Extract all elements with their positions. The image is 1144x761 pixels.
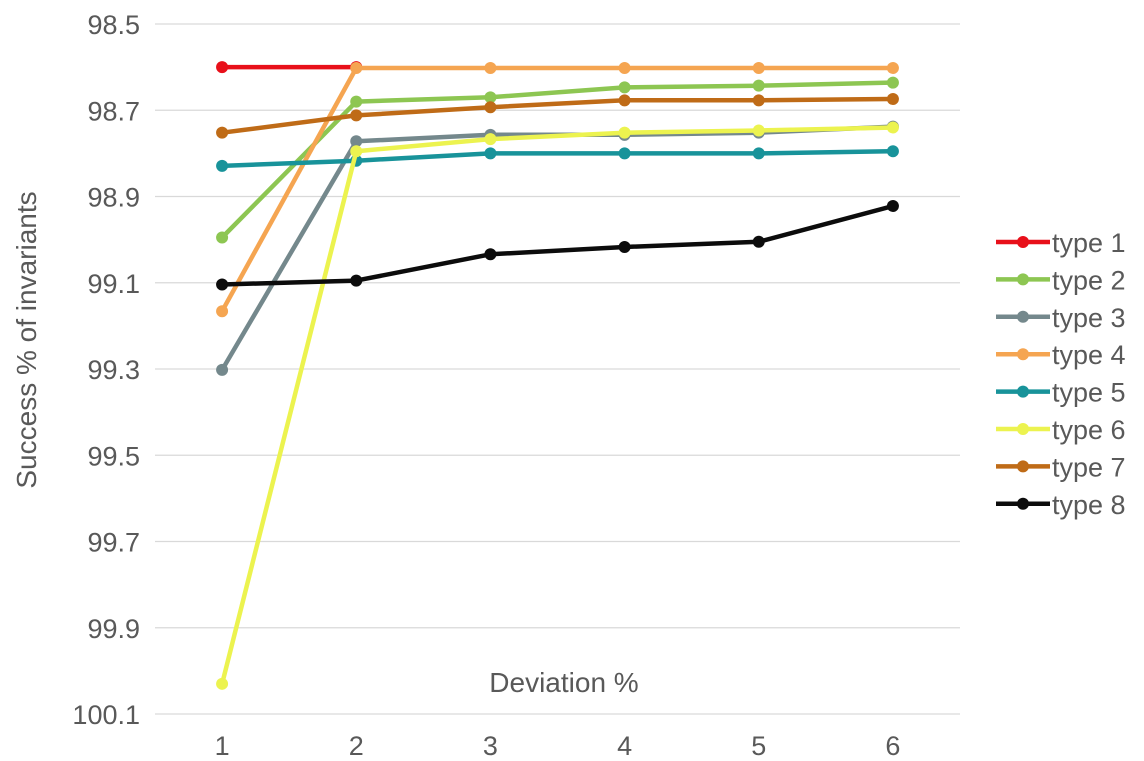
legend-item-type-2: type 2 xyxy=(996,265,1126,295)
series-type-1 xyxy=(216,61,363,74)
series-line-type-5 xyxy=(219,148,896,169)
data-point-type-8 xyxy=(350,274,363,287)
x-tick-label: 6 xyxy=(885,731,900,761)
x-tick-label: 5 xyxy=(751,731,766,761)
series-type-2 xyxy=(216,76,899,244)
data-point-type-5 xyxy=(618,147,631,160)
x-axis-tick-labels: 1 2 3 4 5 6 xyxy=(215,731,901,761)
y-tick-label: 99.1 xyxy=(87,269,140,299)
legend-marker xyxy=(1017,460,1029,473)
data-point-type-4 xyxy=(618,61,631,74)
data-point-type-2 xyxy=(350,95,363,108)
data-point-type-8 xyxy=(618,240,631,253)
legend-marker xyxy=(1017,385,1029,398)
data-point-type-7 xyxy=(752,94,765,107)
legend-label: type 1 xyxy=(1052,228,1126,258)
legend-item-type-5: type 5 xyxy=(996,378,1126,408)
x-tick-label: 1 xyxy=(215,731,230,761)
legend-marker xyxy=(1017,273,1029,286)
data-point-type-4 xyxy=(886,61,899,74)
legend-marker xyxy=(1017,423,1029,435)
data-point-type-3 xyxy=(350,135,363,148)
data-point-type-6 xyxy=(216,677,229,690)
legend-item-type-8: type 8 xyxy=(996,490,1126,520)
data-point-type-6 xyxy=(350,145,363,158)
series-lines xyxy=(216,61,899,690)
data-point-type-6 xyxy=(618,126,631,139)
series-line-type-4 xyxy=(219,65,896,314)
data-point-type-3 xyxy=(216,363,229,376)
y-tick-label: 99.3 xyxy=(87,355,140,385)
y-tick-label: 99.9 xyxy=(87,614,140,644)
legend-marker xyxy=(1017,497,1029,510)
series-type-8 xyxy=(216,199,899,291)
legend-marker xyxy=(1017,310,1029,323)
series-type-4 xyxy=(216,61,899,318)
series-line-type-6 xyxy=(219,125,896,687)
data-point-type-5 xyxy=(484,147,497,160)
series-line-type-7 xyxy=(219,96,896,135)
data-point-type-7 xyxy=(886,93,899,106)
series-type-7 xyxy=(216,93,899,139)
data-point-type-6 xyxy=(484,133,497,146)
data-point-type-2 xyxy=(618,81,631,94)
legend-label: type 8 xyxy=(1052,490,1126,520)
legend-label: type 6 xyxy=(1052,415,1126,445)
data-point-type-8 xyxy=(886,199,899,212)
y-tick-label: 100.1 xyxy=(72,700,140,730)
y-axis-title: Success % of invariants xyxy=(11,191,42,488)
legend-label: type 3 xyxy=(1052,303,1126,333)
legend-label: type 7 xyxy=(1052,452,1126,482)
data-point-type-2 xyxy=(886,76,899,89)
data-point-type-2 xyxy=(216,231,229,244)
legend-label: type 4 xyxy=(1052,340,1126,370)
data-point-type-7 xyxy=(618,94,631,107)
data-point-type-7 xyxy=(350,109,363,122)
data-point-type-5 xyxy=(216,159,229,172)
legend-label: type 2 xyxy=(1052,265,1126,295)
data-point-type-8 xyxy=(216,278,229,291)
legend-marker xyxy=(1017,236,1029,248)
x-tick-label: 4 xyxy=(617,731,632,761)
x-axis-title: Deviation % xyxy=(489,667,638,698)
legend-item-type-7: type 7 xyxy=(996,452,1126,482)
data-point-type-1 xyxy=(216,61,229,74)
data-point-type-4 xyxy=(484,61,497,74)
data-point-type-6 xyxy=(752,124,765,137)
data-point-type-4 xyxy=(216,305,229,318)
y-tick-label: 98.5 xyxy=(87,10,140,40)
series-line-type-8 xyxy=(219,203,896,287)
x-tick-label: 2 xyxy=(349,731,364,761)
data-point-type-7 xyxy=(216,126,229,139)
x-tick-label: 3 xyxy=(483,731,498,761)
data-point-type-5 xyxy=(886,145,899,158)
data-point-type-7 xyxy=(484,101,497,114)
data-point-type-8 xyxy=(484,248,497,261)
data-point-type-4 xyxy=(350,61,363,74)
legend-item-type-6: type 6 xyxy=(996,415,1126,445)
y-axis-tick-labels: 100.1 99.9 99.7 99.5 99.3 99.1 98.9 98.7 98.5 xyxy=(72,10,140,730)
legend-marker xyxy=(1017,348,1029,361)
series-type-5 xyxy=(216,145,899,172)
data-point-type-2 xyxy=(752,79,765,92)
series-type-6 xyxy=(216,121,899,690)
legend-label: type 5 xyxy=(1052,378,1126,408)
data-point-type-2 xyxy=(484,91,497,104)
y-tick-label: 99.7 xyxy=(87,528,140,558)
legend-item-type-4: type 4 xyxy=(996,340,1126,370)
data-point-type-6 xyxy=(886,121,899,134)
data-point-type-4 xyxy=(752,61,765,74)
y-tick-label: 98.9 xyxy=(87,183,140,213)
y-tick-label: 99.5 xyxy=(87,441,140,471)
series-line-type-2 xyxy=(219,80,896,240)
y-tick-label: 98.7 xyxy=(87,96,140,126)
data-point-type-5 xyxy=(752,147,765,160)
legend: type 1 type 2 type 3 type 4 type 5 type 6 type… xyxy=(996,228,1126,520)
series-type-3 xyxy=(216,120,899,376)
legend-item-type-1: type 1 xyxy=(996,228,1126,258)
legend-item-type-3: type 3 xyxy=(996,303,1126,333)
data-point-type-8 xyxy=(752,235,765,248)
